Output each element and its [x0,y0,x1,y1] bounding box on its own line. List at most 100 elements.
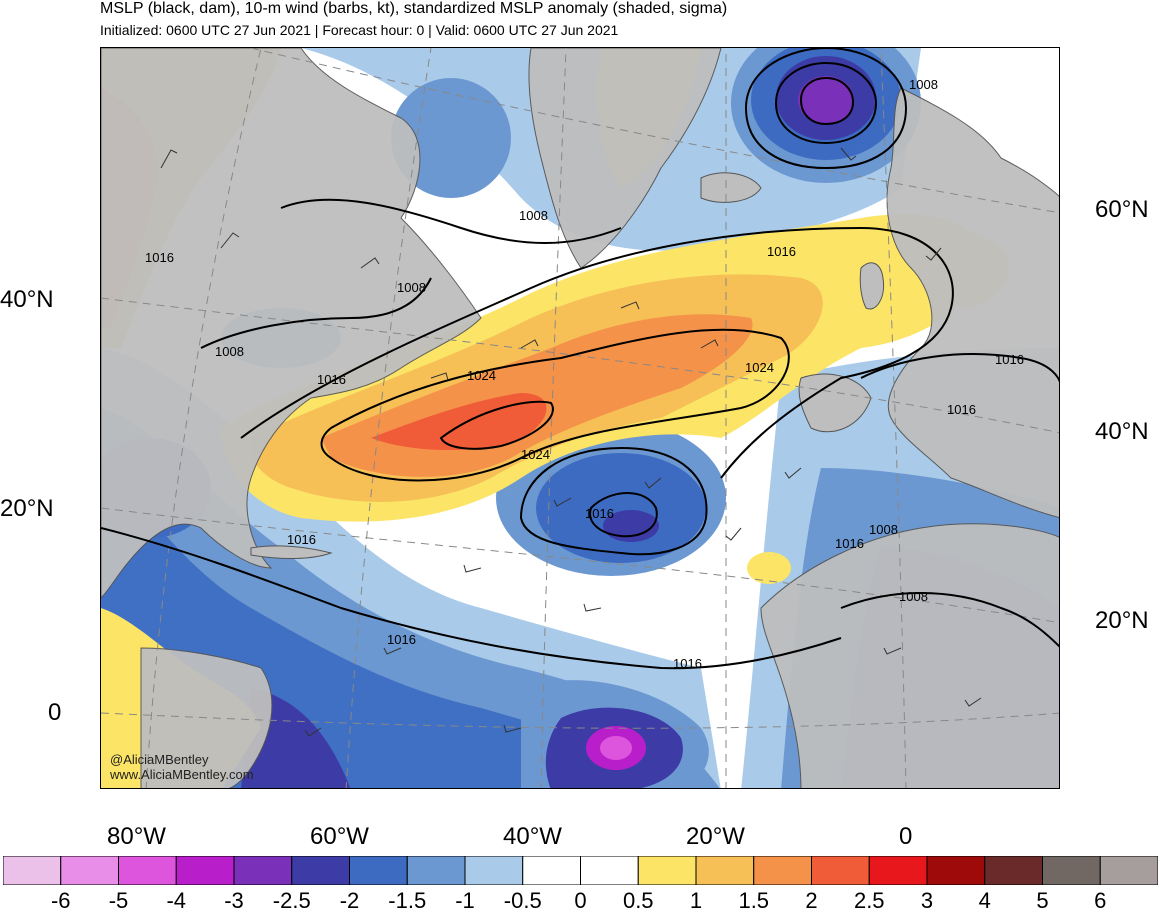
contour-label: 1016 [287,532,316,547]
colorbar-swatch [60,856,119,885]
colorbar-swatch [868,856,928,885]
lat-label-right-60n: 60°N [1095,196,1149,223]
contour-label: 1016 [835,536,864,551]
colorbar-tick-label: -2.5 [272,888,311,913]
wind-barb [553,497,572,507]
colorbar-swatch [695,856,755,885]
lat-label-right-20n: 20°N [1095,607,1149,634]
anomaly-labrador [391,78,511,198]
colorbar-swatch [233,856,293,885]
isobar-iceland-core [799,76,855,126]
contour-label: 1016 [317,372,346,387]
colorbar-tick-label: 1 [689,888,703,913]
contour-label: 1016 [995,352,1024,367]
lat-label-left-40n: 40°N [0,286,54,313]
colorbar-swatch [753,856,812,885]
lat-label-left-20n: 20°N [0,495,54,522]
credit-handle: @AliciaMBentley [110,752,209,767]
wind-barb [360,257,380,269]
land-uk [859,262,885,310]
colorbar-swatch [984,856,1043,885]
colorbar-tick-label: 0 [574,888,587,913]
contour-label: 1016 [387,632,416,647]
grid-meridian-0 [880,48,907,788]
land-greenland [528,48,722,269]
colorbar-tick-label: -1 [455,888,475,913]
wind-barb [430,372,449,381]
wind-barb [463,564,482,573]
lon-label-40w: 40°W [503,823,562,850]
colorbar-swatch [349,856,408,885]
colorbar-tick-label: 0.5 [622,888,654,913]
lon-label-60w: 60°W [310,823,369,850]
wind-barb [925,247,942,261]
grid-meridian-40w [540,48,567,788]
grid-meridian-80w [145,48,262,788]
colorbar-tick-label: -2 [339,888,360,913]
wind-barb [503,724,522,733]
colorbar-tick-label: 3 [920,888,934,913]
grid-meridian-60w [345,48,432,788]
contour-label: 1024 [745,360,774,375]
colorbar-tick-label: -4 [166,888,187,913]
wind-barb [700,339,719,349]
isobar-1008-hudson [200,277,432,349]
colorbar-swatch [1099,856,1158,885]
map-title: MSLP (black, dam), 10-m wind (barbs, kt)… [100,0,728,17]
colorbar-swatch [175,856,235,885]
lon-label-80w: 80°W [107,823,166,850]
contour-label: 1008 [899,589,928,604]
lat-label-right-40n: 40°N [1095,418,1149,445]
grid-parallel-40n [101,297,1059,434]
colorbar-swatch [637,856,697,885]
lat-label-left-0: 0 [48,699,62,726]
isobar-1016-central [519,446,708,556]
colorbar-tick-label: -6 [50,888,71,913]
isobar-iceland-inner [774,61,878,145]
contour-label: 1024 [467,368,496,383]
wind-barb [520,339,539,349]
colorbar-tick-label: 5 [1036,888,1049,913]
lon-label-20w: 20°W [686,823,745,850]
isobar-1024-high [320,328,790,482]
grid-parallel-20n [101,507,1059,624]
contour-label: 1008 [397,280,426,295]
land-iberia [798,373,872,433]
isobar-1016-europe [860,353,1059,383]
map-canvas: 1008 1016 1008 1008 1008 1016 1008 1016 … [101,48,1059,788]
colorbar-tick-label: -0.5 [503,888,542,913]
colorbar-tick-label: -3 [224,888,244,913]
anomaly-min-south-core [600,736,632,760]
contour-label: 1016 [673,656,702,671]
contour-label: 1016 [947,402,976,417]
wind-barb [160,149,178,169]
colorbar [3,856,1158,885]
contour-label: 1016 [585,506,614,521]
wind-barb [883,647,902,655]
wind-barb [840,147,857,161]
isobar-1016-core [589,492,658,538]
map-subtitle: Initialized: 0600 UTC 27 Jun 2021 | Fore… [100,22,619,38]
grid-parallel-60n [250,48,1059,214]
wind-barb [644,477,662,489]
isobar-1016-belt [240,226,954,479]
colorbar-tick-label: 4 [978,888,991,913]
contour-label: 1008 [909,77,938,92]
colorbar-swatch [291,856,350,885]
colorbar-swatch [811,856,870,885]
wind-barb [784,467,802,479]
colorbar-swatch [926,856,986,885]
contour-label: 1016 [145,250,174,265]
colorbar-swatch [522,856,581,885]
wind-barb [725,527,742,541]
wind-barb [620,301,640,310]
contour-label: 1008 [519,208,548,223]
land-africa [760,523,1059,788]
anomaly-central-low-inner [536,453,706,563]
credit-website: www.AliciaMBentley.com [110,767,254,782]
wind-barb [304,727,322,737]
colorbar-tick-label: 6 [1094,888,1107,913]
land-caribbean-cuba [250,545,333,559]
land-europe [886,87,1059,518]
anomaly-iceland-low-25 [798,76,854,124]
